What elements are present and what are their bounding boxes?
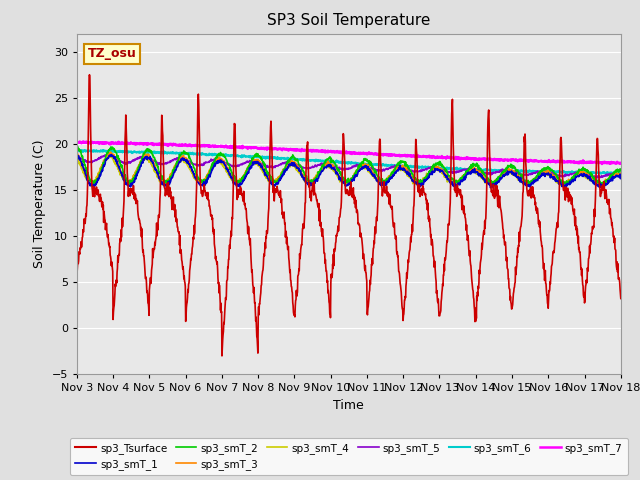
sp3_smT_2 — [115, 156, 123, 162]
sp3_smT_2 — [325, 156, 333, 162]
Line: sp3_smT_5: sp3_smT_5 — [77, 155, 621, 178]
X-axis label: Time: Time — [333, 399, 364, 412]
sp3_smT_1 — [138, 160, 145, 166]
Line: sp3_smT_1: sp3_smT_1 — [77, 155, 621, 188]
sp3_smT_7 — [80, 139, 88, 144]
sp3_Tsurface — [305, 169, 312, 175]
sp3_smT_4 — [316, 169, 323, 175]
Y-axis label: Soil Temperature (C): Soil Temperature (C) — [33, 140, 46, 268]
sp3_smT_6 — [138, 149, 145, 155]
sp3_smT_1 — [304, 182, 312, 188]
sp3_smT_3 — [559, 182, 567, 188]
Legend: sp3_Tsurface, sp3_smT_1, sp3_smT_2, sp3_smT_3, sp3_smT_4, sp3_smT_5, sp3_smT_6, : sp3_Tsurface, sp3_smT_1, sp3_smT_2, sp3_… — [70, 438, 628, 475]
sp3_Tsurface — [115, 252, 123, 258]
sp3_smT_4 — [488, 183, 495, 189]
sp3_smT_6 — [325, 159, 333, 165]
sp3_smT_7 — [325, 149, 333, 155]
sp3_smT_3 — [115, 164, 123, 169]
sp3_smT_3 — [304, 177, 312, 183]
Line: sp3_smT_7: sp3_smT_7 — [77, 142, 621, 164]
sp3_smT_3 — [617, 171, 625, 177]
sp3_smT_3 — [107, 149, 115, 155]
sp3_smT_5 — [73, 153, 81, 159]
sp3_smT_4 — [115, 169, 123, 175]
sp3_smT_1 — [486, 185, 494, 191]
Title: SP3 Soil Temperature: SP3 Soil Temperature — [267, 13, 431, 28]
sp3_smT_7 — [383, 151, 390, 157]
sp3_smT_2 — [489, 181, 497, 187]
sp3_Tsurface — [383, 192, 391, 197]
sp3_smT_6 — [73, 149, 81, 155]
sp3_smT_5 — [617, 172, 625, 178]
sp3_smT_2 — [383, 177, 390, 183]
sp3_smT_4 — [617, 174, 625, 180]
sp3_smT_4 — [383, 176, 390, 182]
sp3_smT_7 — [115, 141, 123, 146]
sp3_smT_1 — [383, 180, 390, 186]
Line: sp3_smT_3: sp3_smT_3 — [77, 152, 621, 185]
sp3_smT_4 — [73, 154, 81, 159]
sp3_smT_4 — [102, 153, 110, 159]
sp3_Tsurface — [326, 301, 333, 307]
sp3_smT_3 — [138, 158, 145, 164]
sp3_smT_1 — [73, 152, 81, 158]
sp3_smT_6 — [316, 158, 323, 164]
Text: TZ_osu: TZ_osu — [88, 48, 136, 60]
sp3_smT_6 — [304, 157, 312, 163]
sp3_smT_5 — [593, 175, 601, 181]
sp3_smT_5 — [115, 159, 123, 165]
sp3_smT_4 — [325, 162, 333, 168]
sp3_Tsurface — [316, 206, 323, 212]
sp3_smT_7 — [138, 141, 145, 146]
sp3_smT_5 — [304, 165, 312, 171]
sp3_smT_2 — [73, 143, 81, 149]
Line: sp3_Tsurface: sp3_Tsurface — [77, 75, 621, 356]
sp3_smT_6 — [617, 171, 625, 177]
sp3_smT_7 — [73, 139, 81, 145]
sp3_smT_5 — [138, 154, 145, 159]
sp3_smT_1 — [108, 152, 115, 157]
sp3_Tsurface — [73, 268, 81, 274]
sp3_smT_2 — [315, 169, 323, 175]
sp3_Tsurface — [617, 296, 625, 301]
sp3_smT_1 — [115, 166, 123, 172]
sp3_smT_7 — [304, 147, 312, 153]
sp3_smT_2 — [617, 167, 625, 173]
sp3_smT_3 — [383, 178, 390, 183]
sp3_smT_5 — [383, 167, 390, 172]
Line: sp3_smT_4: sp3_smT_4 — [77, 156, 621, 186]
sp3_Tsurface — [86, 72, 93, 78]
Line: sp3_smT_6: sp3_smT_6 — [77, 150, 621, 174]
sp3_Tsurface — [138, 234, 145, 240]
sp3_smT_2 — [304, 177, 312, 183]
sp3_smT_5 — [325, 162, 333, 168]
sp3_smT_1 — [617, 173, 625, 179]
sp3_smT_7 — [617, 160, 625, 166]
Line: sp3_smT_2: sp3_smT_2 — [77, 146, 621, 184]
sp3_smT_6 — [115, 149, 123, 155]
sp3_smT_7 — [598, 161, 606, 167]
sp3_smT_5 — [316, 162, 323, 168]
sp3_smT_3 — [325, 161, 333, 167]
sp3_smT_3 — [316, 170, 323, 176]
sp3_smT_4 — [138, 159, 145, 165]
sp3_smT_1 — [316, 172, 323, 178]
sp3_smT_4 — [304, 180, 312, 186]
sp3_smT_6 — [383, 162, 390, 168]
sp3_smT_3 — [73, 149, 81, 155]
sp3_Tsurface — [218, 353, 226, 359]
sp3_smT_2 — [137, 161, 145, 167]
sp3_smT_6 — [74, 147, 82, 153]
sp3_smT_6 — [586, 171, 593, 177]
sp3_smT_5 — [101, 152, 109, 158]
sp3_smT_1 — [325, 164, 333, 169]
sp3_smT_7 — [316, 148, 323, 154]
